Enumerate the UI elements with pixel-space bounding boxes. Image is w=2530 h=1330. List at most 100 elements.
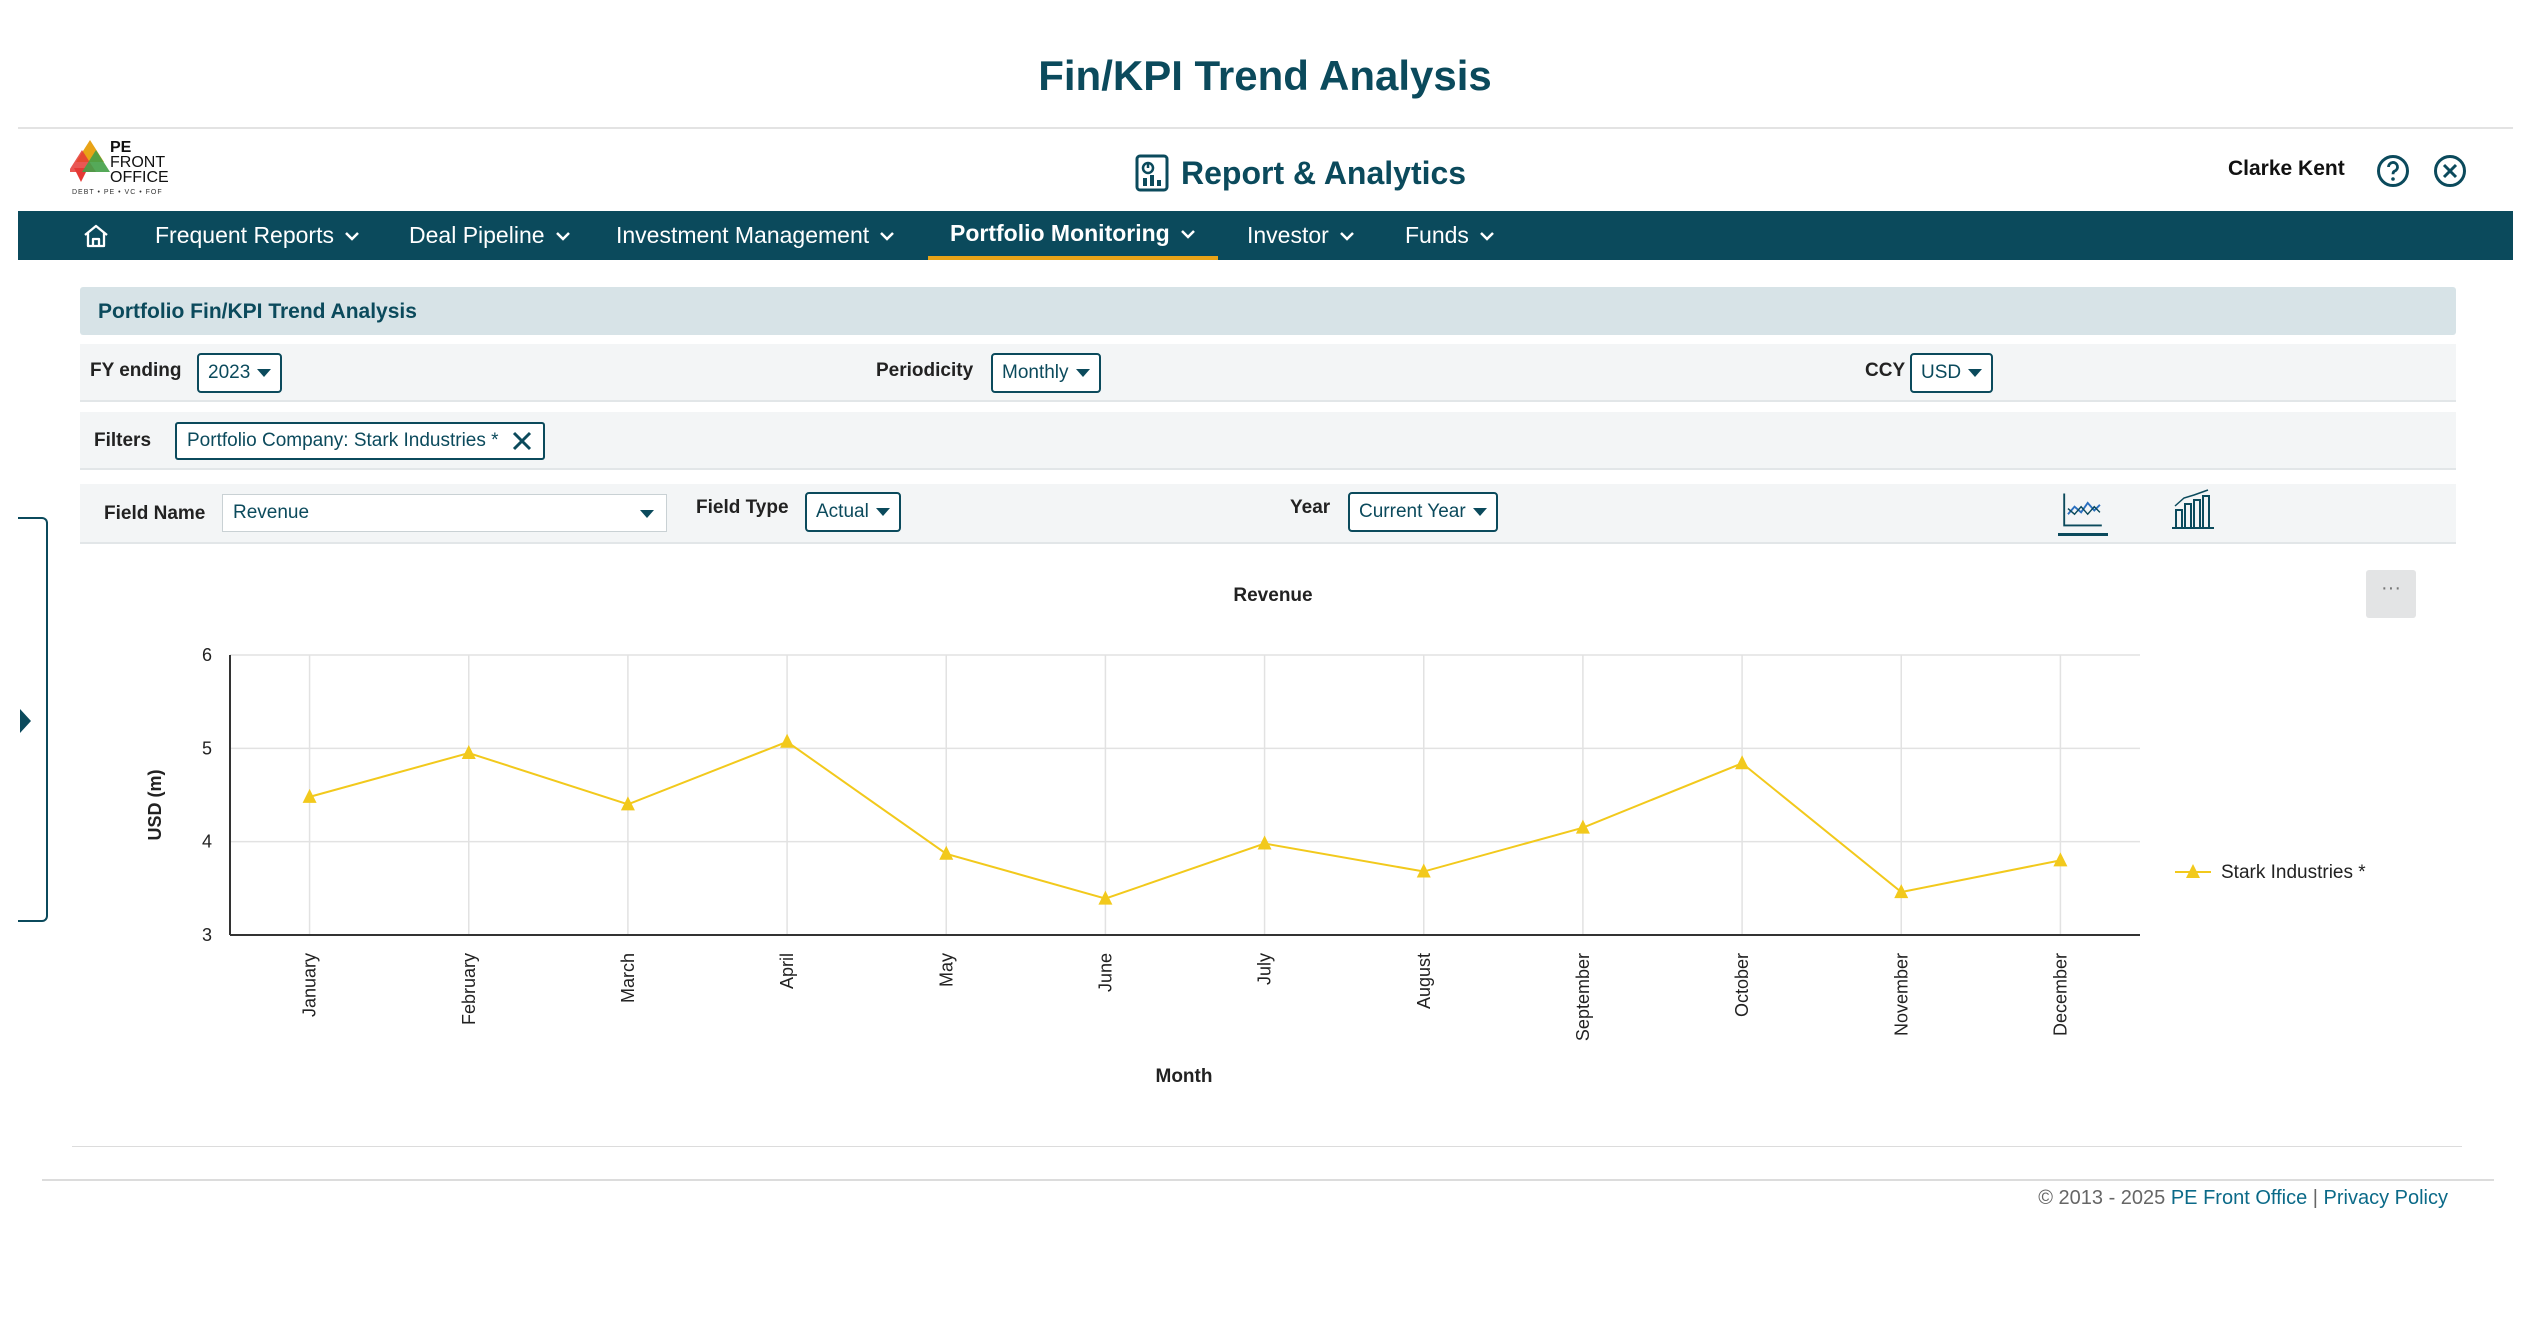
header-divider xyxy=(18,127,2513,129)
legend-marker xyxy=(2186,864,2200,878)
data-point-marker[interactable] xyxy=(461,745,476,759)
nav-frequent-reports[interactable]: Frequent Reports xyxy=(155,211,360,260)
remove-filter-icon[interactable] xyxy=(511,430,533,452)
logo-text: PE FRONT OFFICE xyxy=(110,139,169,186)
data-point-marker[interactable] xyxy=(1735,755,1750,770)
y-tick-label: 5 xyxy=(202,738,212,758)
app-title: Report & Analytics xyxy=(1135,150,1466,196)
caret-down-icon xyxy=(1968,369,1983,377)
chevron-down-icon xyxy=(880,231,895,241)
x-axis: January February March April May June July Augu… xyxy=(230,934,2140,1041)
caret-down-icon xyxy=(640,510,654,518)
field-type-label: Field Type xyxy=(696,497,789,518)
close-circle-icon[interactable] xyxy=(2433,154,2467,188)
chart-series xyxy=(302,733,2068,905)
nav-funds[interactable]: Funds xyxy=(1405,211,1495,260)
fy-select[interactable]: 2023 xyxy=(197,353,283,393)
y-tick-label: 4 xyxy=(202,832,212,852)
field-name-label: Field Name xyxy=(104,503,206,524)
field-type-select[interactable]: Actual xyxy=(805,492,901,532)
x-tick-label: January xyxy=(300,953,320,1017)
privacy-policy-link[interactable]: Privacy Policy xyxy=(2323,1187,2448,1209)
settings-row: FY ending 2023 Periodicity Monthly CCY U… xyxy=(80,344,2456,402)
y-axis-label: USD (m) xyxy=(145,769,165,840)
chevron-down-icon xyxy=(555,231,570,241)
data-point-marker[interactable] xyxy=(1575,819,1590,834)
content-divider xyxy=(72,1146,2462,1147)
caret-down-icon xyxy=(257,369,272,377)
report-icon xyxy=(1135,154,1169,192)
year-label: Year xyxy=(1290,497,1331,518)
company-link[interactable]: PE Front Office xyxy=(2170,1187,2308,1209)
x-tick-label: March xyxy=(618,953,638,1003)
data-point-marker[interactable] xyxy=(939,845,954,860)
section-header: Portfolio Fin/KPI Trend Analysis xyxy=(80,287,2456,335)
x-tick-label: July xyxy=(1255,953,1275,985)
x-tick-label: June xyxy=(1095,953,1115,992)
nav-investor[interactable]: Investor xyxy=(1247,211,1355,260)
ccy-label: CCY xyxy=(1865,360,1906,381)
caret-down-icon xyxy=(875,508,890,516)
help-icon[interactable] xyxy=(2376,154,2410,188)
y-tick-label: 3 xyxy=(202,925,212,945)
logo-tagline: DEBT • PE • VC • FOF xyxy=(72,189,163,196)
x-tick-label: October xyxy=(1732,953,1752,1017)
main-navbar: Frequent Reports Deal Pipeline Investmen… xyxy=(18,211,2513,260)
footer-divider xyxy=(42,1179,2494,1181)
x-tick-label: December xyxy=(2050,953,2070,1036)
line-chart-icon[interactable] xyxy=(2058,486,2108,536)
chevron-down-icon xyxy=(345,231,359,241)
data-point-marker[interactable] xyxy=(302,788,317,803)
chart-menu-button[interactable]: ··· xyxy=(2366,570,2416,618)
periodicity-select[interactable]: Monthly xyxy=(991,353,1101,393)
chevron-down-icon xyxy=(1480,231,1494,241)
y-tick-label: 6 xyxy=(202,645,212,665)
field-name-select[interactable]: Revenue xyxy=(222,494,667,532)
data-point-marker[interactable] xyxy=(1894,884,1909,899)
footer: © 2013 - 2025 PE Front Office | Privacy … xyxy=(2038,1187,2448,1209)
data-point-marker[interactable] xyxy=(620,796,635,811)
caret-down-icon xyxy=(1472,508,1487,516)
nav-investment-management[interactable]: Investment Management xyxy=(616,211,895,260)
nav-deal-pipeline[interactable]: Deal Pipeline xyxy=(409,211,571,260)
data-point-marker[interactable] xyxy=(1257,835,1272,850)
x-tick-label: February xyxy=(459,953,479,1025)
expand-arrow-icon[interactable] xyxy=(20,709,31,733)
revenue-line-chart: Revenue 3 4 5 6 January February March April Ma… xyxy=(145,585,2366,1087)
data-point-marker[interactable] xyxy=(780,733,795,748)
caret-down-icon xyxy=(1075,369,1090,377)
chart-grid xyxy=(230,654,2140,936)
series-line xyxy=(309,740,2061,900)
home-icon[interactable] xyxy=(82,223,110,249)
nav-portfolio-monitoring[interactable]: Portfolio Monitoring xyxy=(928,211,1218,260)
x-tick-label: November xyxy=(1891,953,1911,1036)
section-title: Portfolio Fin/KPI Trend Analysis xyxy=(98,300,417,323)
bar-chart-icon[interactable] xyxy=(2168,486,2218,536)
app-title-text: Report & Analytics xyxy=(1181,154,1467,191)
filters-label: Filters xyxy=(94,430,152,451)
x-tick-label: May xyxy=(936,953,956,987)
filter-chip-label: Portfolio Company: Stark Industries * xyxy=(187,430,499,451)
filters-row: Filters Portfolio Company: Stark Industr… xyxy=(80,412,2456,470)
data-point-marker[interactable] xyxy=(1098,890,1113,905)
chart-title: Revenue xyxy=(1233,585,1312,606)
legend-label[interactable]: Stark Industries * xyxy=(2221,862,2366,883)
chevron-down-icon xyxy=(1180,229,1195,239)
year-select[interactable]: Current Year xyxy=(1348,492,1498,532)
fy-label: FY ending xyxy=(90,360,182,381)
chevron-down-icon xyxy=(1339,231,1354,241)
pe-front-office-logo[interactable] xyxy=(70,138,180,202)
y-axis: 3 4 5 6 xyxy=(202,645,231,945)
x-tick-label: September xyxy=(1573,953,1593,1041)
data-point-marker[interactable] xyxy=(1416,863,1431,878)
x-axis-label: Month xyxy=(1156,1066,1213,1087)
field-row: Field Name Revenue Field Type Actual Yea… xyxy=(80,484,2456,544)
filter-chip[interactable]: Portfolio Company: Stark Industries * xyxy=(175,422,545,460)
page-title: Fin/KPI Trend Analysis xyxy=(1038,52,1492,99)
data-point-marker[interactable] xyxy=(2053,852,2068,867)
user-name[interactable]: Clarke Kent xyxy=(2228,157,2345,180)
side-panel-tab[interactable] xyxy=(18,517,48,922)
x-tick-label: April xyxy=(777,953,797,989)
chart-legend: Stark Industries * xyxy=(2175,862,2366,883)
ccy-select[interactable]: USD xyxy=(1910,353,1994,393)
